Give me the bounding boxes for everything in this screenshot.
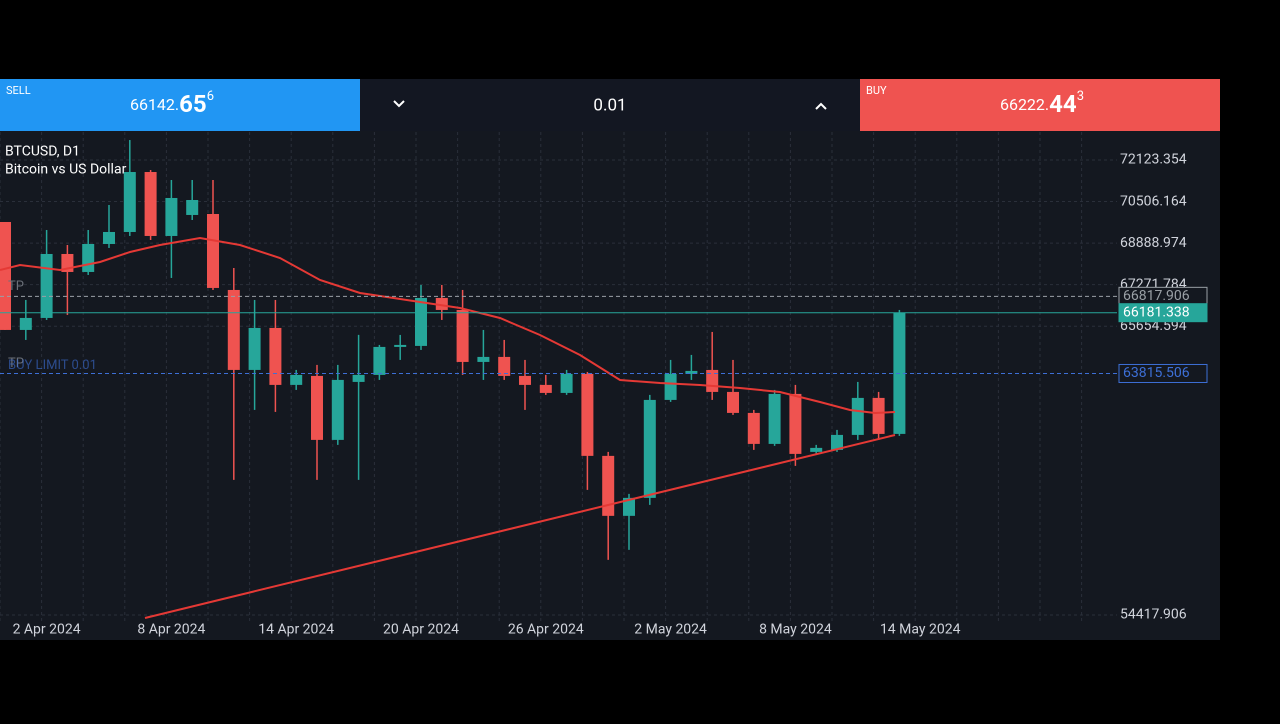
price-axis [1117,131,1220,640]
buy-price: 66222.443 [1000,89,1084,118]
sell-price: 66142.656 [130,89,214,118]
candle-body [581,373,594,456]
candle-body [810,447,823,452]
candle-body [394,344,407,347]
candle-body [352,374,365,382]
x-tick-label: 26 Apr 2024 [508,622,584,638]
x-tick-label: 8 May 2024 [759,622,832,638]
description: Bitcoin vs US Dollar [5,162,127,178]
x-tick-label: 20 Apr 2024 [383,622,459,638]
lot-panel [360,79,860,131]
level-tag [1118,363,1208,383]
chart-area [0,131,1220,640]
candle-body [768,393,781,444]
price-big: 44 [1049,90,1077,118]
level-price: 63815.506 [1123,365,1190,381]
candle-body [0,221,11,330]
buy-button[interactable] [860,79,1220,131]
candle-body [82,243,95,272]
candle-body [19,317,32,330]
candle-body [311,375,323,440]
x-tick-label: 2 Apr 2024 [13,622,81,638]
candle-body [602,455,615,516]
price-main: 66222. [1000,95,1049,114]
y-tick-label: 72123.354 [1120,152,1187,168]
x-tick-label: 14 May 2024 [880,622,961,638]
lot-decrease[interactable] [393,100,405,108]
sell-label: SELL [6,84,31,97]
x-tick-label: 14 Apr 2024 [258,622,334,638]
candle-body [373,346,386,375]
candle-body [831,434,843,450]
candle-body [456,309,469,362]
price-main: 66142. [130,95,179,114]
y-tick-label: 70506.164 [1120,193,1187,209]
order-label: BUY LIMIT 0.01 [8,358,97,373]
level-tag [1118,303,1208,323]
sell-button[interactable] [0,79,360,131]
lot-value[interactable]: 0.01 [593,95,626,115]
price-sup: 6 [207,89,214,104]
grid: 72123.35470506.16468888.97467271.7846565… [0,132,1187,638]
candle-body [415,297,427,346]
candle-body [519,375,531,385]
candle-body [40,253,53,318]
moving-average [0,236,896,415]
candle-body [123,172,136,232]
candle-body [477,356,490,362]
lot-increase[interactable] [815,102,827,110]
buy-label: BUY [866,84,887,97]
candle-body [435,297,448,310]
level-label: TP [8,279,24,294]
candle-body [269,327,282,385]
candle-body [747,412,760,444]
candle-body [165,197,178,236]
candle-body [539,384,552,393]
candle-body [227,289,240,370]
y-tick-label: 54417.906 [1120,607,1187,623]
level-label: TP [8,356,24,371]
candle-body [664,373,677,400]
candle-body [789,393,802,454]
y-tick-label: 68888.974 [1120,235,1187,251]
level-price: 66817.906 [1123,288,1190,304]
symbol: BTCUSD, D1 [5,144,80,160]
candle-body [186,199,199,215]
level-price: 66181.338 [1123,304,1190,320]
price-big: 65 [179,90,207,118]
candle-body [851,397,864,435]
price-sup: 3 [1077,89,1084,104]
candle-body [560,373,573,393]
candle-body [290,374,303,385]
candle-body [331,379,344,440]
candle-body [144,172,157,236]
candle-body [643,399,656,498]
candle-body [103,231,115,244]
candle-body [498,356,511,376]
candle-body [623,497,635,516]
candle-body [685,370,698,374]
candle-body [727,391,739,413]
trend-line [144,434,896,619]
candle-body [207,213,219,288]
x-tick-label: 2 May 2024 [634,622,707,638]
candle-body [872,397,885,434]
candle-body [248,327,261,370]
x-tick-label: 8 Apr 2024 [137,622,205,638]
